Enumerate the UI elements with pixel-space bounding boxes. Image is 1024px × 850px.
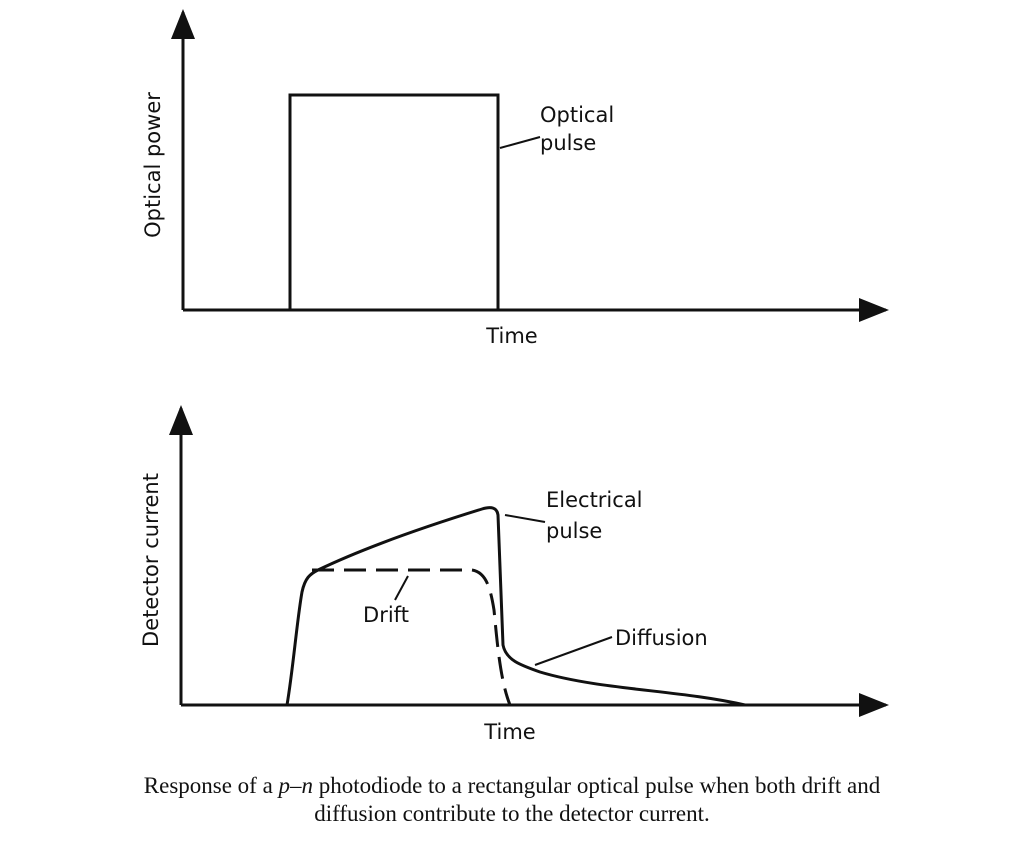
- annotation: pulse: [540, 131, 596, 155]
- annotation: Drift: [363, 603, 409, 627]
- annotation: Electrical: [546, 488, 643, 512]
- optical-pulse: [288, 93, 500, 310]
- annotation: Optical: [540, 103, 614, 127]
- caption-text: photodiode to a rectangular optical puls…: [313, 773, 881, 798]
- caption-text: p–n: [277, 773, 314, 798]
- leader-line: [499, 136, 541, 149]
- y-axis-label: Optical power: [141, 92, 165, 238]
- x-axis-label: Time: [485, 324, 537, 348]
- top-plot: Optical pulse Time Optical power: [141, 9, 889, 348]
- annotation: pulse: [546, 519, 602, 543]
- caption: diffusion contribute to the detector cur…: [314, 801, 710, 826]
- bottom-plot: Electrical pulse Drift Diffusion Time De…: [139, 405, 889, 744]
- y-axis-label: Detector current: [139, 473, 163, 647]
- leader-line: [534, 636, 613, 666]
- drift-curve: [312, 568, 512, 706]
- caption-text: Response of a: [144, 773, 279, 798]
- leader-line: [394, 575, 409, 601]
- leader-line: [504, 514, 546, 523]
- caption: Response of a p–n photodiode to a rectan…: [144, 773, 881, 798]
- x-axis-label: Time: [483, 720, 535, 744]
- annotation: Diffusion: [615, 626, 708, 650]
- electrical-pulse: [285, 506, 746, 707]
